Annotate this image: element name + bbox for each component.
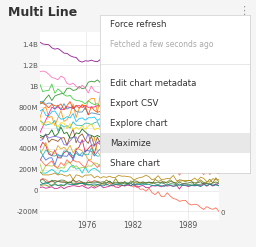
- Text: Export CSV: Export CSV: [110, 99, 159, 108]
- Text: Force refresh: Force refresh: [110, 20, 167, 29]
- Text: ⋮: ⋮: [239, 6, 250, 16]
- Text: Maximize: Maximize: [110, 139, 151, 148]
- Text: Fetched a few seconds ago: Fetched a few seconds ago: [110, 40, 214, 49]
- Text: Multi Line: Multi Line: [8, 6, 77, 19]
- Text: Share chart: Share chart: [110, 159, 160, 167]
- Bar: [100, 133, 250, 153]
- Text: Explore chart: Explore chart: [110, 119, 168, 128]
- Text: Edit chart metadata: Edit chart metadata: [110, 80, 197, 88]
